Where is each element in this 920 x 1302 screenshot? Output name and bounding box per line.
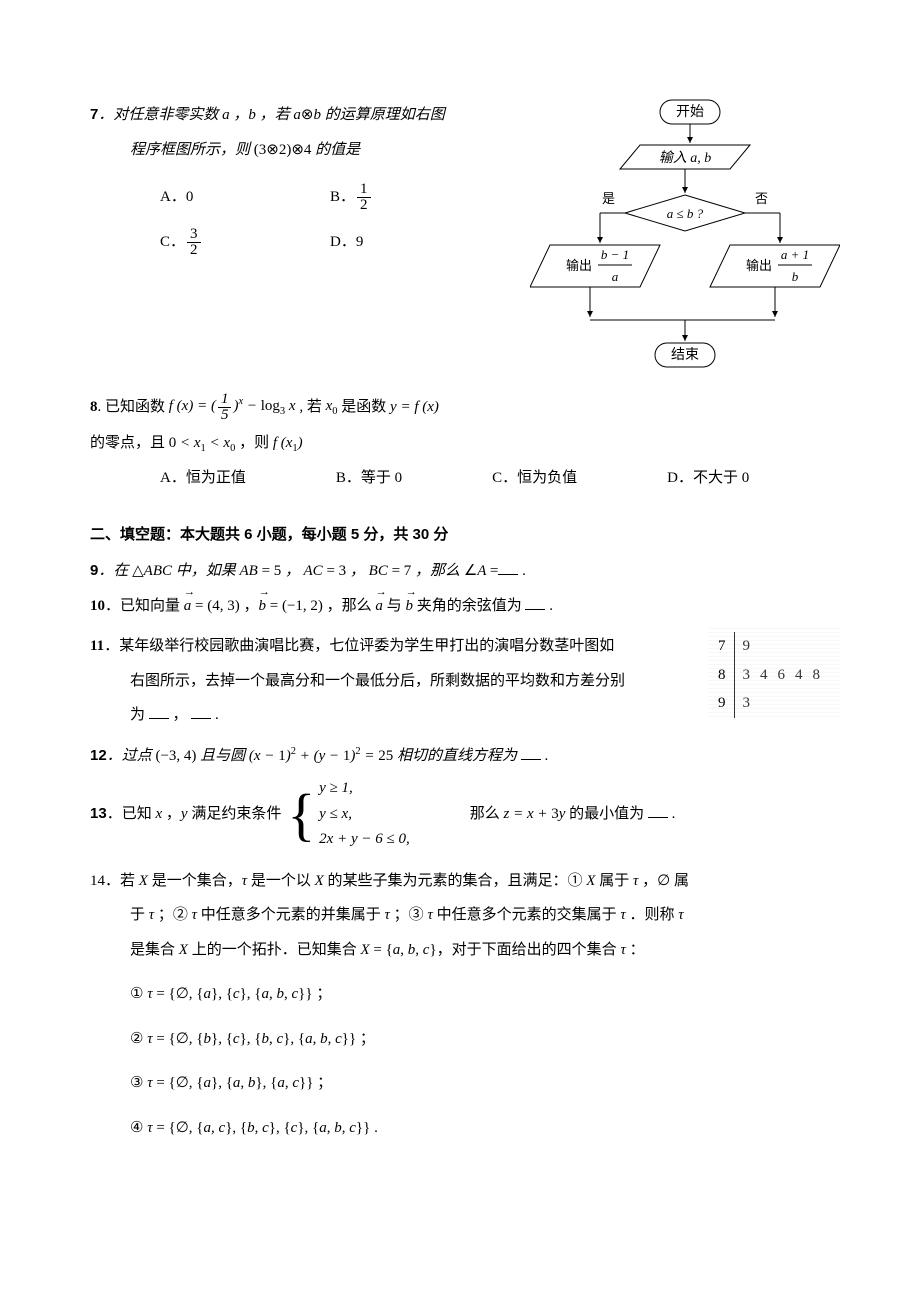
q7-options: A．0 B．12 C．32 D．9 [160,182,520,258]
question-7-text: 7．对任意非零实数 a ，b ，若 a⊗b 的运算原理如右图 程序框图所示，则 … [90,95,530,258]
q8-opt-d: D．不大于 0 [667,464,749,493]
q12-number: 12 [90,747,107,764]
q14-number: 14 [90,873,105,889]
q14-opt-2: ② τ = {∅, {b}, {c}, {b, c}, {a, b, c}} ； [130,1025,840,1054]
svg-text:b: b [792,269,799,284]
q13-number: 13 [90,805,107,822]
question-7-row: 7．对任意非零实数 a ，b ，若 a⊗b 的运算原理如右图 程序框图所示，则 … [90,95,840,386]
q8-options: A．恒为正值 B．等于 0 C．恒为负值 D．不大于 0 [160,464,840,493]
svg-text:输出: 输出 [566,258,592,273]
q7-line2: 程序框图所示，则 (3⊗2)⊗4 的值是 [130,136,520,165]
question-14: 14．若 X 是一个集合，τ 是一个以 X 的某些子集为元素的集合，且满足：① … [90,867,840,896]
svg-text:否: 否 [755,191,768,206]
q7-opt-b: B．12 [330,182,500,213]
blank [149,703,169,719]
q8-opt-a: A．恒为正值 [160,464,246,493]
q11-number: 11 [90,638,104,654]
question-13: 13．已知 x ，y 满足约束条件 { y ≥ 1, y ≤ x, 2x + y… [90,776,840,853]
q14-opt-1: ① τ = {∅, {a}, {c}, {a, b, c}} ； [130,980,840,1009]
svg-text:输出: 输出 [746,258,772,273]
question-11-row: 11．某年级举行校园歌曲演唱比赛，七位评委为学生甲打出的演唱分数茎叶图如 右图所… [90,626,840,736]
q14-opt-4: ④ τ = {∅, {a, c}, {b, c}, {c}, {a, b, c}… [130,1114,840,1143]
svg-text:a: a [612,269,619,284]
q11-text: 11．某年级举行校园歌曲演唱比赛，七位评委为学生甲打出的演唱分数茎叶图如 右图所… [90,626,708,736]
q8-opt-c: C．恒为负值 [492,464,577,493]
svg-text:是: 是 [602,191,615,206]
svg-text:b − 1: b − 1 [601,247,629,262]
blank [648,802,668,818]
q7-opt-d: D．9 [330,227,500,258]
q8-line2: 的零点，且 0 < x1 < x0 ，则 f (x1) [90,429,840,459]
constraints: y ≥ 1, y ≤ x, 2x + y − 6 ≤ 0, [319,776,410,853]
left-brace-icon: { [287,786,315,844]
question-8: 8. 已知函数 f (x) = (15)x − log3 x , 若 x0 是函… [90,392,840,423]
q8-number: 8 [90,398,98,414]
q14-opt-3: ③ τ = {∅, {a}, {a, b}, {a, c}} ； [130,1069,840,1098]
q8-opt-b: B．等于 0 [336,464,402,493]
stem-leaf-plot: 79 834648 93 [708,626,840,720]
blank [525,594,545,610]
q7-opt-c: C．32 [160,227,330,258]
svg-text:输入 a, b: 输入 a, b [659,150,712,166]
blank [191,703,211,719]
flowchart: 开始 输入 a, b a ≤ b ? 是 否 输出 b − 1 a [530,95,840,386]
question-9: 9．在 △ABC 中，如果 AB = 5 ， AC = 3 ， BC = 7 ，… [90,557,840,586]
q7-opt-a: A．0 [160,182,330,213]
question-12: 12．过点 (−3, 4) 且与圆 (x − 1)2 + (y − 1)2 = … [90,742,840,771]
blank [521,744,541,760]
q10-number: 10 [90,598,105,614]
blank [498,559,518,575]
svg-text:结束: 结束 [671,347,699,363]
section-2-title: 二、填空题：本大题共 6 小题，每小题 5 分，共 30 分 [90,521,840,550]
svg-text:开始: 开始 [676,104,704,120]
svg-text:a ≤ b ?: a ≤ b ? [667,206,704,221]
svg-text:a + 1: a + 1 [781,247,809,262]
question-10: 10．已知向量 a = (4, 3) ，b = (−1, 2) ，那么 a 与 … [90,592,840,621]
